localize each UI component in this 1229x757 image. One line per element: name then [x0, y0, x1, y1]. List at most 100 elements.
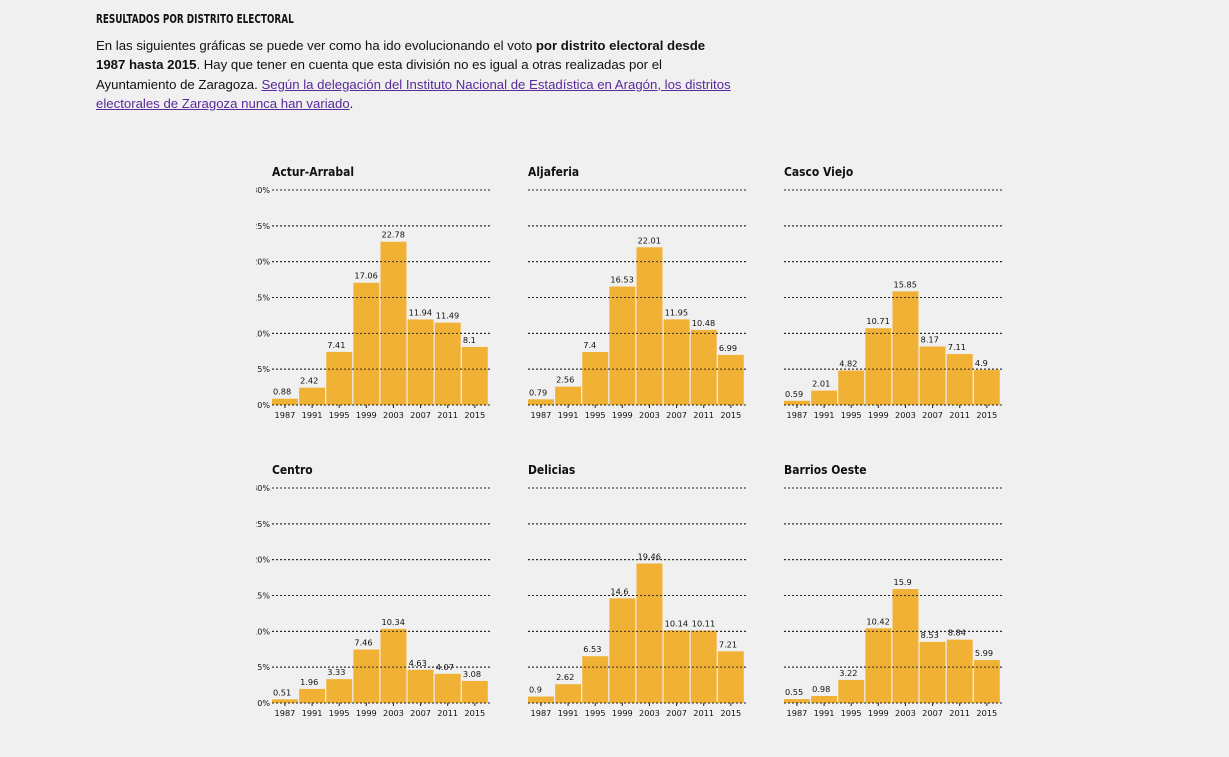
bar: [461, 680, 488, 703]
bar: [784, 699, 810, 703]
x-tick-label: 2007: [666, 708, 687, 718]
chart-title: Aljaferia: [528, 164, 580, 179]
bar-value-label: 8.53: [921, 630, 939, 640]
x-tick-label: 2015: [976, 410, 997, 420]
intro-text-1: En las siguientes gráficas se puede ver …: [96, 38, 536, 53]
bar: [973, 660, 1000, 703]
bar: [919, 641, 946, 703]
bar-value-label: 2.01: [812, 379, 830, 389]
x-tick-label: 2011: [693, 410, 714, 420]
bar-value-label: 8.17: [921, 334, 939, 344]
y-tick-label: 25%: [256, 520, 270, 529]
x-tick-label: 2003: [383, 410, 404, 420]
bar: [946, 354, 973, 405]
y-tick-label: 10%: [256, 627, 270, 636]
bar-value-label: 8.84: [948, 628, 966, 638]
bar: [272, 699, 298, 703]
bar-value-label: 22.78: [382, 230, 405, 240]
bar: [407, 319, 434, 405]
bar-value-label: 17.06: [354, 271, 377, 281]
bar-value-label: 10.71: [866, 316, 889, 326]
x-tick-label: 2011: [693, 708, 714, 718]
bar-value-label: 7.21: [719, 639, 737, 649]
chart-svg: 0.59 2.01 4.82 10.71 15.85 8.17 7.11 4.9 1987 199…: [784, 189, 1002, 420]
x-tick-label: 2007: [410, 708, 431, 718]
x-tick-label: 2007: [410, 410, 431, 420]
bar-value-label: 4.63: [409, 658, 427, 668]
bar-value-label: 14.6: [610, 586, 628, 596]
bar-value-label: 4.9: [975, 358, 988, 368]
y-tick-label: 5%: [257, 365, 270, 374]
bar-value-label: 10.34: [382, 617, 405, 627]
x-tick-label: 2007: [666, 410, 687, 420]
bar: [636, 247, 663, 405]
y-tick-label: 30%: [256, 186, 270, 195]
bar: [528, 399, 554, 405]
x-tick-label: 2015: [720, 410, 741, 420]
bar-value-label: 8.1: [463, 335, 476, 345]
bar: [434, 673, 461, 703]
bar-value-label: 10.14: [665, 618, 688, 628]
y-tick-label: 0%: [257, 699, 270, 708]
x-tick-label: 2007: [922, 708, 943, 718]
chart-title: Barrios Oeste: [784, 462, 867, 477]
bar: [353, 282, 380, 405]
chart-title: Casco Viejo: [784, 164, 854, 179]
x-tick-label: 1999: [868, 708, 889, 718]
ine-link[interactable]: Según la delegación del Instituto Nacion…: [96, 76, 731, 111]
chart-svg: 0.9 2.62 6.53 14.6 19.46 10.14 10.11 7.21 1987 19…: [528, 487, 746, 718]
x-tick-label: 1991: [814, 708, 835, 718]
intro-bold: por distrito electoral desde 1987 hasta …: [96, 38, 706, 73]
intro-text-3: .: [349, 95, 354, 111]
intro-paragraph: En las siguientes gráficas se puede ver …: [96, 36, 736, 113]
y-tick-label: 20%: [256, 258, 270, 267]
x-tick-label: 1991: [302, 708, 323, 718]
bar-value-label: 11.49: [436, 311, 459, 321]
bar-value-label: 10.48: [692, 318, 715, 328]
bar-value-label: 6.99: [719, 343, 737, 353]
bar-value-label: 19.46: [638, 552, 661, 562]
y-tick-label: 30%: [256, 484, 270, 493]
x-tick-label: 1991: [558, 708, 579, 718]
bar-value-label: 6.53: [583, 644, 601, 654]
bar-value-label: 11.95: [665, 307, 688, 317]
district-chart: Delicias 0.9 2.62 6.53 14.6 19.46 10.14 10.11 7.…: [512, 462, 752, 726]
bar-value-label: 11.94: [409, 307, 432, 317]
bar: [892, 291, 919, 405]
x-tick-label: 1999: [868, 410, 889, 420]
district-chart: Centro 0% 5% 10% 15% 20% 25% 30% 0.51 1.96 3.33 7.4…: [256, 462, 496, 726]
bar-value-label: 4.82: [839, 358, 857, 368]
bar-value-label: 0.55: [785, 687, 803, 697]
bar: [892, 589, 919, 703]
bar: [811, 695, 838, 703]
bar: [528, 696, 554, 703]
district-chart: Actur-Arrabal 0% 5% 10% 15% 20% 25% 30% 0.88 2.42…: [256, 164, 496, 428]
chart-title: Delicias: [528, 462, 576, 477]
bar: [609, 286, 636, 405]
chart-title: Centro: [272, 462, 313, 477]
bar: [784, 400, 810, 405]
bar: [717, 354, 744, 405]
y-tick-label: 15%: [256, 592, 270, 601]
bar: [555, 386, 582, 405]
x-tick-label: 1995: [585, 708, 606, 718]
section-title: RESULTADOS POR DISTRITO ELECTORAL: [96, 12, 294, 26]
x-tick-label: 1991: [814, 410, 835, 420]
x-tick-label: 1999: [356, 410, 377, 420]
x-tick-label: 2003: [895, 410, 916, 420]
bar: [690, 329, 717, 405]
y-tick-label: 25%: [256, 222, 270, 231]
bar-value-label: 3.08: [463, 669, 481, 679]
x-tick-label: 2015: [464, 410, 485, 420]
bar-value-label: 2.62: [556, 672, 574, 682]
bar: [973, 369, 1000, 405]
x-tick-label: 1991: [302, 410, 323, 420]
bar-value-label: 10.42: [866, 616, 889, 626]
bar: [663, 319, 690, 405]
bar-value-label: 0.98: [812, 684, 830, 694]
x-tick-label: 1999: [612, 708, 633, 718]
chart-svg: 0.55 0.98 3.22 10.42 15.9 8.53 8.84 5.99 1987 199…: [784, 487, 1002, 718]
bar: [461, 346, 488, 405]
district-chart: Casco Viejo 0.59 2.01 4.82 10.71 15.85 8.17 7.1…: [768, 164, 1008, 428]
x-tick-label: 2011: [437, 410, 458, 420]
